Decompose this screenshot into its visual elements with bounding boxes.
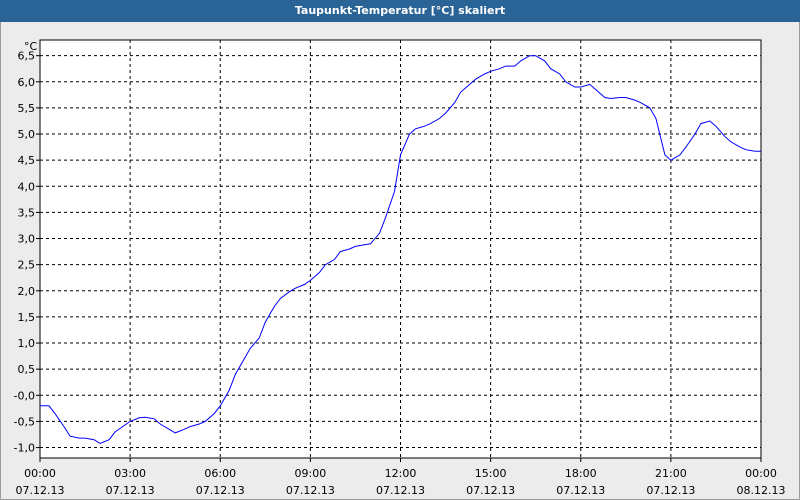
y-tick-label: 2,0 <box>18 285 36 298</box>
grid-lines <box>40 40 761 458</box>
series-group <box>40 55 761 444</box>
x-axis: 00:00 07.12.13 03:00 07.12.13 06:00 07.12.13 0… <box>16 458 786 497</box>
x-tick-date: 07.12.13 <box>646 484 695 497</box>
y-tick-label: 6,0 <box>18 76 36 89</box>
y-tick-label: -0,5 <box>14 415 35 428</box>
x-tick-time: 06:00 <box>204 467 236 480</box>
y-axis-unit: °C <box>24 40 38 53</box>
x-tick-time: 00:00 <box>24 467 56 480</box>
x-tick-date: 07.12.13 <box>196 484 245 497</box>
x-tick-date: 07.12.13 <box>16 484 65 497</box>
series-line <box>40 55 761 444</box>
y-tick-label: 3,0 <box>18 233 36 246</box>
y-axis: 6,5 6,0 5,5 5,0 4,5 4,0 3,5 3,0 2,5 2,0 1,5 1,0 0,5 -… <box>14 50 40 455</box>
y-tick-label: 1,5 <box>18 311 36 324</box>
x-tick-time: 09:00 <box>295 467 327 480</box>
y-tick-label: 3,5 <box>18 206 36 219</box>
y-tick-label: 2,5 <box>18 259 36 272</box>
x-tick-date: 07.12.13 <box>556 484 605 497</box>
x-tick-time: 21:00 <box>655 467 687 480</box>
x-tick-time: 03:00 <box>114 467 146 480</box>
chart-title: Taupunkt-Temperatur [°C] skaliert <box>0 0 800 22</box>
y-tick-label: -1,0 <box>14 442 35 455</box>
x-tick-date: 07.12.13 <box>466 484 515 497</box>
y-tick-label: -0,0 <box>14 389 35 402</box>
x-tick-date: 07.12.13 <box>286 484 335 497</box>
x-tick-time: 15:00 <box>475 467 507 480</box>
y-tick-label: 5,0 <box>18 128 36 141</box>
y-tick-label: 0,5 <box>18 363 36 376</box>
x-tick-time: 18:00 <box>565 467 597 480</box>
y-tick-label: 1,0 <box>18 337 36 350</box>
x-tick-time: 12:00 <box>385 467 417 480</box>
y-tick-label: 5,5 <box>18 102 36 115</box>
y-tick-label: 6,5 <box>18 50 36 63</box>
x-tick-date: 08.12.13 <box>737 484 786 497</box>
y-tick-label: 4,5 <box>18 154 36 167</box>
y-tick-label: 4,0 <box>18 180 36 193</box>
x-tick-date: 07.12.13 <box>106 484 155 497</box>
x-tick-date: 07.12.13 <box>376 484 425 497</box>
x-tick-time: 00:00 <box>745 467 777 480</box>
